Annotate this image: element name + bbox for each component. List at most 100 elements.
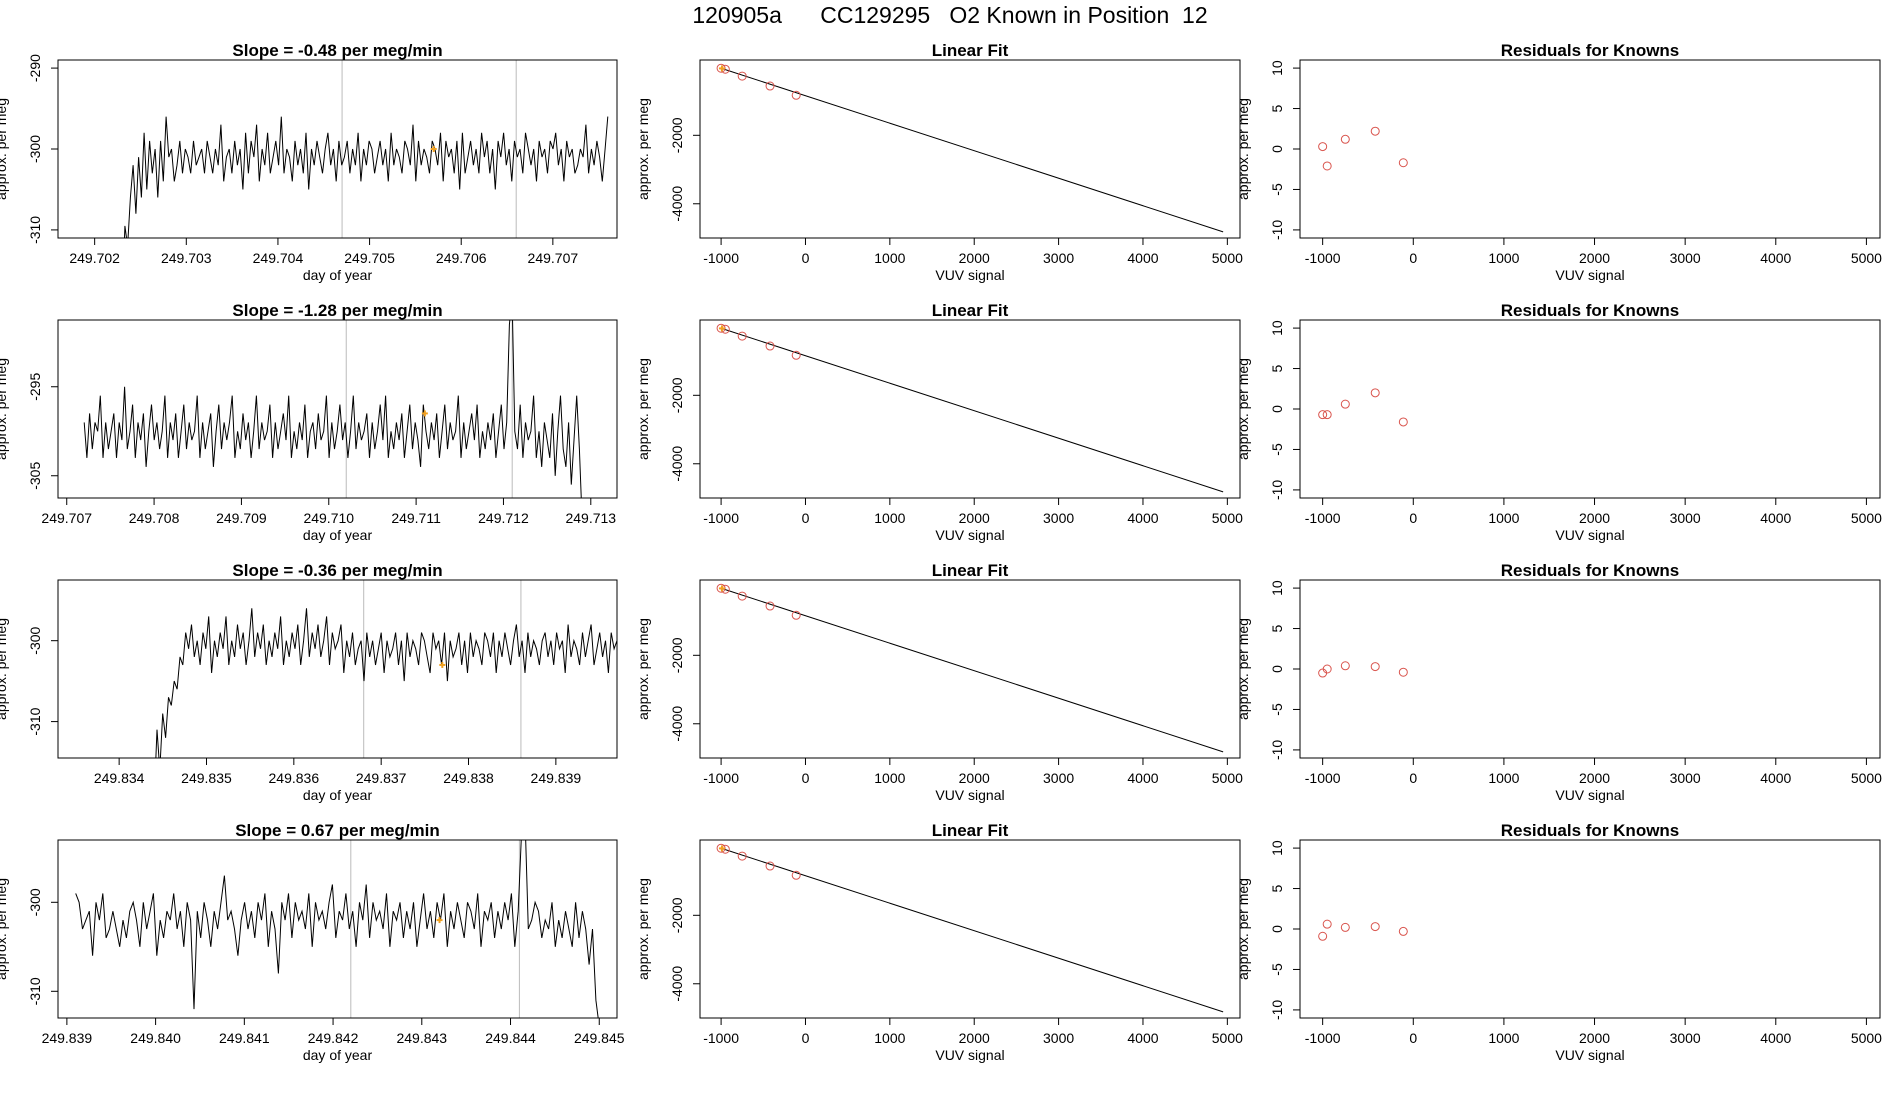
x-tick-label: 2000 bbox=[959, 250, 990, 266]
y-tick-label: 5 bbox=[1269, 624, 1285, 632]
plot-area bbox=[1318, 661, 1408, 678]
x-tick-label: 1000 bbox=[874, 770, 905, 786]
x-tick-label: 249.841 bbox=[219, 1030, 270, 1046]
x-tick-label: 5000 bbox=[1212, 250, 1243, 266]
y-tick-label: -300 bbox=[27, 888, 43, 916]
plot-frame bbox=[699, 579, 1241, 759]
data-point bbox=[791, 610, 801, 620]
panel-title: Residuals for Knowns bbox=[1501, 561, 1680, 580]
data-point bbox=[765, 81, 775, 91]
x-tick-label: 4000 bbox=[1760, 1030, 1791, 1046]
data-point bbox=[1340, 399, 1350, 409]
x-tick-label: 1000 bbox=[874, 250, 905, 266]
y-axis-label: approx. per meg bbox=[635, 98, 651, 200]
panel-title: Slope = -0.36 per meg/min bbox=[232, 561, 442, 580]
x-tick-label: 249.712 bbox=[478, 510, 529, 526]
panel-title: Slope = -0.48 per meg/min bbox=[232, 41, 442, 60]
y-tick-label: -310 bbox=[27, 977, 43, 1005]
x-tick-label: 1000 bbox=[874, 510, 905, 526]
x-tick-label: 5000 bbox=[1212, 1030, 1243, 1046]
chart-panel-0-1: Linear Fit approx. per meg VUV signal -1000… bbox=[635, 41, 1243, 283]
y-tick-label: 10 bbox=[1269, 840, 1285, 856]
y-tick-label: 10 bbox=[1269, 60, 1285, 76]
chart-panel-0-0: Slope = -0.48 per meg/min approx. per meg… bbox=[0, 41, 618, 283]
x-tick-label: 249.834 bbox=[94, 770, 145, 786]
chart-panel-3-2: Residuals for Knowns approx. per meg VUV s… bbox=[1235, 821, 1882, 1063]
x-tick-label: 249.844 bbox=[485, 1030, 536, 1046]
x-tick-label: 249.705 bbox=[344, 250, 395, 266]
y-axis-label: approx. per meg bbox=[635, 618, 651, 720]
x-tick-label: 2000 bbox=[959, 1030, 990, 1046]
data-point bbox=[1322, 410, 1332, 420]
y-tick-label: -2000 bbox=[669, 637, 685, 673]
y-tick-label: -5 bbox=[1269, 963, 1285, 976]
x-tick-label: 4000 bbox=[1127, 770, 1158, 786]
x-tick-label: 2000 bbox=[959, 770, 990, 786]
y-tick-label: -310 bbox=[27, 216, 43, 244]
x-tick-label: 4000 bbox=[1760, 770, 1791, 786]
data-point bbox=[765, 601, 775, 611]
y-tick-label: 0 bbox=[1269, 665, 1285, 673]
x-tick-label: 249.709 bbox=[216, 510, 267, 526]
y-tick-label: -5 bbox=[1269, 703, 1285, 716]
y-tick-label: 10 bbox=[1269, 320, 1285, 336]
y-tick-label: -300 bbox=[27, 626, 43, 654]
fit-line bbox=[720, 847, 1224, 1013]
x-tick-label: 249.840 bbox=[130, 1030, 181, 1046]
panel-title: Linear Fit bbox=[932, 301, 1009, 320]
x-axis-label: VUV signal bbox=[1555, 787, 1624, 803]
x-tick-label: 3000 bbox=[1670, 250, 1701, 266]
data-point bbox=[1370, 922, 1380, 932]
x-tick-label: 249.835 bbox=[181, 770, 232, 786]
data-point bbox=[1318, 410, 1328, 420]
plot-frame bbox=[57, 839, 618, 1019]
y-tick-label: 5 bbox=[1269, 364, 1285, 372]
fit-line bbox=[720, 587, 1224, 753]
x-tick-label: 249.713 bbox=[565, 510, 616, 526]
x-tick-label: 249.710 bbox=[303, 510, 354, 526]
x-tick-label: 0 bbox=[1409, 770, 1417, 786]
y-tick-label: -5 bbox=[1269, 183, 1285, 196]
panel-title: Slope = -1.28 per meg/min bbox=[232, 301, 442, 320]
plot-area bbox=[75, 840, 599, 1018]
data-point bbox=[791, 90, 801, 100]
x-tick-label: 1000 bbox=[1488, 250, 1519, 266]
y-axis-label: approx. per meg bbox=[0, 878, 9, 980]
plot-area bbox=[716, 63, 1224, 233]
data-point bbox=[1318, 931, 1328, 941]
x-tick-label: 249.837 bbox=[356, 770, 407, 786]
y-tick-label: 5 bbox=[1269, 104, 1285, 112]
x-tick-label: 2000 bbox=[959, 510, 990, 526]
plot-frame bbox=[57, 59, 618, 239]
x-axis-label: VUV signal bbox=[935, 527, 1004, 543]
chart-panel-2-2: Residuals for Knowns approx. per meg VUV s… bbox=[1235, 561, 1882, 803]
data-point bbox=[1322, 919, 1332, 929]
x-tick-label: 2000 bbox=[1579, 770, 1610, 786]
y-tick-label: -4000 bbox=[669, 966, 685, 1002]
data-point bbox=[1398, 417, 1408, 427]
x-tick-label: -1000 bbox=[703, 770, 739, 786]
x-tick-label: 249.836 bbox=[269, 770, 320, 786]
y-tick-label: -10 bbox=[1269, 220, 1285, 240]
panel-title: Slope = 0.67 per meg/min bbox=[235, 821, 440, 840]
x-tick-label: 249.707 bbox=[41, 510, 92, 526]
data-point bbox=[1318, 142, 1328, 152]
chart-panel-3-0: Slope = 0.67 per meg/min approx. per meg d… bbox=[0, 821, 625, 1063]
x-tick-label: 4000 bbox=[1760, 510, 1791, 526]
y-tick-label: -4000 bbox=[669, 706, 685, 742]
x-tick-label: 3000 bbox=[1670, 770, 1701, 786]
data-point bbox=[716, 323, 726, 333]
chart-panel-1-2: Residuals for Knowns approx. per meg VUV s… bbox=[1235, 301, 1882, 543]
plot-frame bbox=[699, 59, 1241, 239]
plot-area bbox=[1318, 919, 1408, 941]
x-tick-label: -1000 bbox=[1305, 1030, 1341, 1046]
fit-line bbox=[720, 67, 1224, 233]
plot-frame bbox=[699, 319, 1241, 499]
y-tick-label: 0 bbox=[1269, 145, 1285, 153]
data-point bbox=[1398, 926, 1408, 936]
x-tick-label: -1000 bbox=[1305, 770, 1341, 786]
x-tick-label: 0 bbox=[802, 770, 810, 786]
data-series-line bbox=[83, 320, 582, 498]
x-tick-label: 249.711 bbox=[391, 510, 441, 526]
